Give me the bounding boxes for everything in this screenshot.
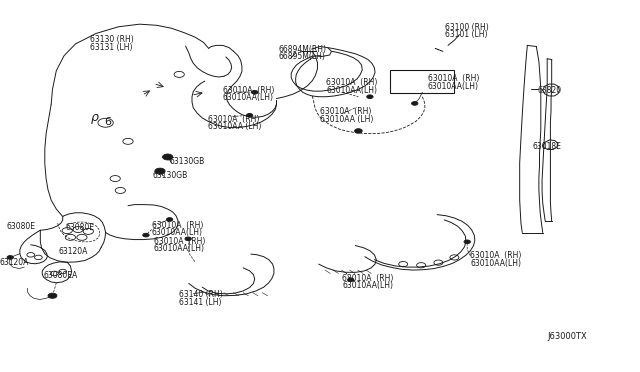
Text: 63131 (LH): 63131 (LH) bbox=[90, 43, 132, 52]
Circle shape bbox=[246, 113, 253, 117]
Text: 63010AA(LH): 63010AA(LH) bbox=[326, 86, 378, 94]
Text: 63080E: 63080E bbox=[6, 222, 35, 231]
Text: 63130GB: 63130GB bbox=[170, 157, 205, 166]
Text: 63080EA: 63080EA bbox=[44, 271, 78, 280]
Circle shape bbox=[185, 237, 191, 241]
Text: 63010A  (RH): 63010A (RH) bbox=[342, 274, 394, 283]
Circle shape bbox=[163, 154, 173, 160]
Text: 63101 (LH): 63101 (LH) bbox=[445, 30, 487, 39]
Circle shape bbox=[155, 168, 165, 174]
Circle shape bbox=[7, 256, 13, 259]
Circle shape bbox=[464, 240, 470, 244]
Text: 63010A  (RH): 63010A (RH) bbox=[154, 237, 205, 246]
Text: 63010AA(LH): 63010AA(LH) bbox=[342, 281, 394, 290]
Text: 63010A  (RH): 63010A (RH) bbox=[223, 86, 274, 94]
Text: 63120A: 63120A bbox=[0, 258, 29, 267]
Text: 63080E: 63080E bbox=[66, 223, 95, 232]
Text: 63010AA(LH): 63010AA(LH) bbox=[152, 228, 203, 237]
Text: 63010AA(LH): 63010AA(LH) bbox=[223, 93, 274, 102]
Text: 63010AA(LH): 63010AA(LH) bbox=[154, 244, 205, 253]
Circle shape bbox=[348, 278, 354, 282]
Circle shape bbox=[48, 293, 57, 298]
Text: 63141 (LH): 63141 (LH) bbox=[179, 298, 221, 307]
Text: 63010A  (RH): 63010A (RH) bbox=[208, 115, 259, 124]
Text: 66894M(RH): 66894M(RH) bbox=[278, 45, 326, 54]
Text: 63010A  (RH): 63010A (RH) bbox=[326, 78, 378, 87]
Text: 63018E: 63018E bbox=[532, 142, 561, 151]
Text: $\rho$: $\rho$ bbox=[90, 112, 100, 126]
Text: 63010A  (RH): 63010A (RH) bbox=[428, 74, 479, 83]
Text: 63010AA (LH): 63010AA (LH) bbox=[320, 115, 373, 124]
Text: 63010AA(LH): 63010AA(LH) bbox=[470, 259, 522, 268]
Text: J63000TX: J63000TX bbox=[547, 332, 587, 341]
Text: 63010A  (RH): 63010A (RH) bbox=[320, 107, 371, 116]
Text: 63120A: 63120A bbox=[59, 247, 88, 256]
Text: 63130 (RH): 63130 (RH) bbox=[90, 35, 133, 44]
Circle shape bbox=[143, 233, 149, 237]
Text: 63010AA(LH): 63010AA(LH) bbox=[428, 82, 479, 91]
Circle shape bbox=[252, 90, 258, 94]
Text: 66895M(LH): 66895M(LH) bbox=[278, 52, 325, 61]
Text: 6: 6 bbox=[104, 117, 111, 126]
Text: 63140 (RH): 63140 (RH) bbox=[179, 290, 223, 299]
Text: 63100 (RH): 63100 (RH) bbox=[445, 23, 488, 32]
Circle shape bbox=[355, 129, 362, 133]
Circle shape bbox=[166, 218, 173, 221]
Text: 63130GB: 63130GB bbox=[152, 171, 188, 180]
Circle shape bbox=[367, 95, 373, 99]
Text: 63010AA (LH): 63010AA (LH) bbox=[208, 122, 261, 131]
Circle shape bbox=[412, 102, 418, 105]
Text: 63010A  (RH): 63010A (RH) bbox=[470, 251, 522, 260]
Text: 63820: 63820 bbox=[538, 86, 562, 94]
Text: 63010A  (RH): 63010A (RH) bbox=[152, 221, 203, 230]
